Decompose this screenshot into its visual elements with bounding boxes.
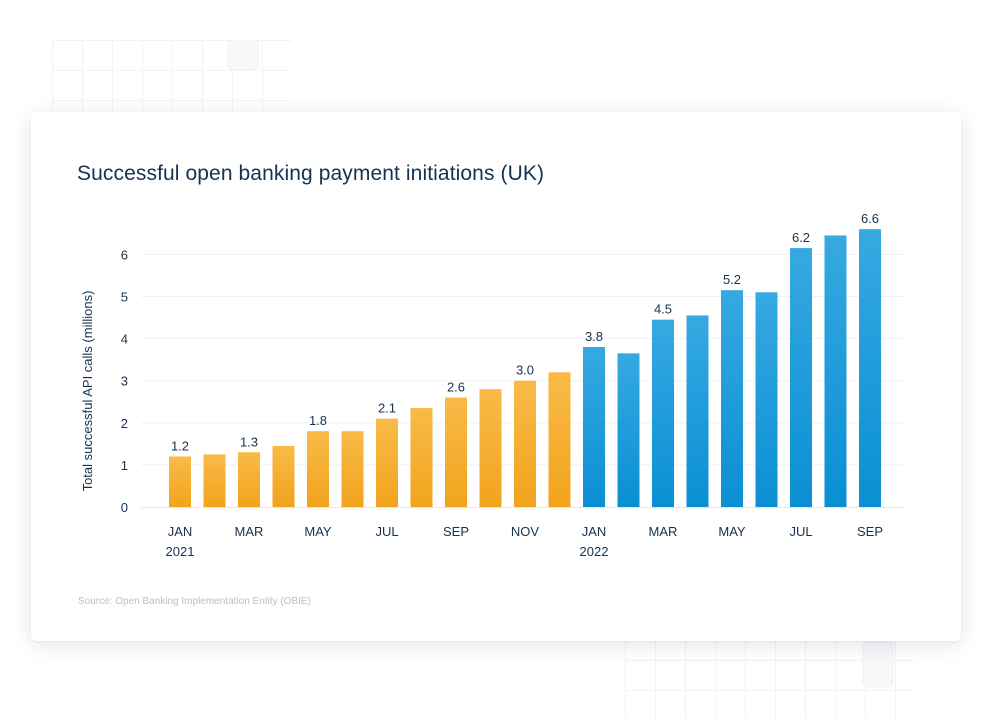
bar-jun-2022 [755,292,778,507]
bar-aug-2022 [824,235,847,507]
x-tick-label: JUL [375,524,398,539]
bar-jul-2021 [376,418,398,507]
data-label: 5.2 [723,272,741,287]
data-label: 3.0 [516,363,534,378]
background-grid-bottom-right [625,640,915,719]
bar-sep-2022 [859,229,881,507]
chart-title: Successful open banking payment initiati… [77,162,545,185]
y-tick-label: 6 [121,247,128,262]
y-axis-label: Total successful API calls (millions) [80,291,95,492]
x-tick-label: MAY [304,524,332,539]
bar-nov-2021 [514,380,536,507]
bar-jul-2022 [790,248,812,507]
bar-may-2021 [307,431,329,507]
x-tick-label: JAN [168,524,193,539]
bar-jun-2021 [341,431,364,507]
bar-feb-2021 [203,454,226,507]
x-tick-label: NOV [511,524,540,539]
data-label: 3.8 [585,329,603,344]
bar-mar-2022 [652,319,674,507]
bar-sep-2021 [445,397,467,507]
bar-aug-2021 [410,408,433,507]
bar-may-2022 [721,290,743,507]
y-tick-label: 5 [121,290,128,305]
bar-jan-2022 [583,347,605,507]
bar-apr-2022 [686,315,709,507]
data-label: 1.2 [171,438,189,453]
x-tick-label: MAY [718,524,746,539]
x-tick-label: SEP [857,524,883,539]
x-tick-label: SEP [443,524,469,539]
chart-card: Successful open banking payment initiati… [31,112,961,641]
y-tick-label: 1 [121,458,128,473]
bar-mar-2021 [238,452,260,507]
data-label: 6.6 [861,211,879,226]
bar-dec-2021 [548,372,571,507]
source-note: Source: Open Banking Implementation Enti… [78,596,311,607]
x-tick-year-label: 2022 [580,544,609,559]
y-tick-label: 3 [121,374,128,389]
x-tick-label: MAR [235,524,264,539]
bar-jan-2021 [169,456,191,507]
data-label: 1.8 [309,413,327,428]
bar-feb-2022 [617,353,640,507]
bar-oct-2021 [479,389,502,507]
bar-apr-2021 [272,445,295,507]
y-tick-label: 4 [121,332,128,347]
data-label: 4.5 [654,302,672,317]
y-tick-label: 0 [121,500,128,515]
x-tick-label: JUL [789,524,812,539]
data-label: 6.2 [792,230,810,245]
data-label: 2.6 [447,380,465,395]
x-tick-label: MAR [649,524,678,539]
data-label: 1.3 [240,434,258,449]
data-label: 2.1 [378,401,396,416]
y-tick-label: 2 [121,416,128,431]
x-tick-year-label: 2021 [166,544,195,559]
x-tick-label: JAN [582,524,607,539]
bar-chart: 0 1 2 3 4 5 6 Total successful API calls (milli… [80,211,903,559]
